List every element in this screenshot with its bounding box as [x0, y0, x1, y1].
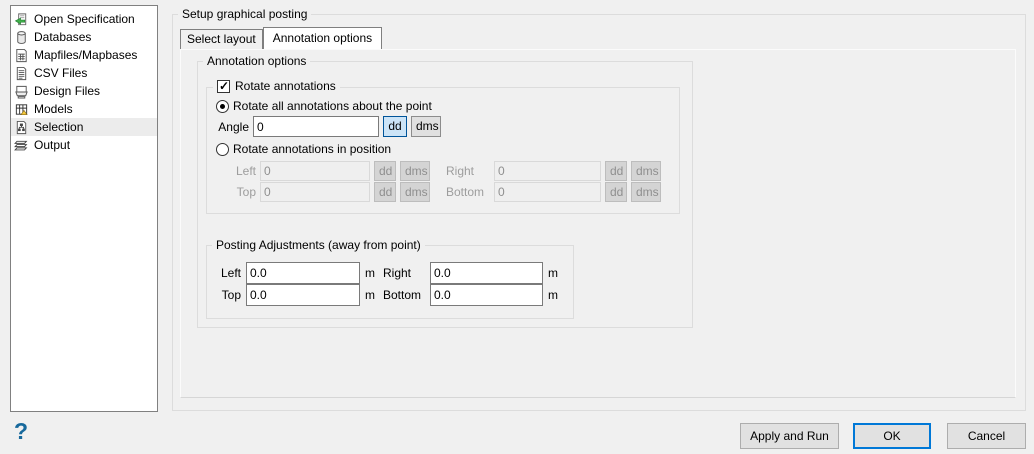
annotation-options-title: Annotation options — [203, 54, 311, 68]
position-right-label: Right — [446, 164, 475, 178]
position-left-label: Left — [235, 164, 256, 178]
position-bottom-label: Bottom — [446, 185, 485, 199]
sidebar-item-label: Models — [34, 102, 73, 116]
posting-top-label: Top — [221, 288, 241, 302]
position-bottom-input[interactable] — [494, 182, 601, 202]
design-files-icon — [14, 84, 29, 99]
sidebar-list: Open Specification Databases Mapfiles/Ma… — [10, 5, 158, 412]
apply-and-run-button[interactable]: Apply and Run — [740, 423, 839, 449]
position-right-dd-button[interactable]: dd — [605, 161, 627, 181]
tab-select-layout[interactable]: Select layout — [180, 29, 263, 49]
position-left-input[interactable] — [260, 161, 370, 181]
posting-left-label: Left — [220, 266, 241, 280]
selection-icon — [14, 120, 29, 135]
position-top-dms-button[interactable]: dms — [400, 182, 430, 202]
sidebar-item-open-specification[interactable]: Open Specification — [11, 10, 157, 28]
position-top-input[interactable] — [260, 182, 370, 202]
position-right-input[interactable] — [494, 161, 601, 181]
posting-left-unit: m — [365, 266, 375, 280]
cancel-button[interactable]: Cancel — [947, 423, 1026, 449]
rotate-annotations-caption: Rotate annotations — [213, 79, 340, 93]
sidebar-item-csv-files[interactable]: CSV Files — [11, 64, 157, 82]
position-top-dd-button[interactable]: dd — [374, 182, 396, 202]
sidebar-item-output[interactable]: Output — [11, 136, 157, 154]
posting-top-input[interactable] — [246, 284, 360, 306]
posting-adjustments-title: Posting Adjustments (away from point) — [212, 238, 425, 252]
sidebar-item-label: Open Specification — [34, 12, 135, 26]
ok-button[interactable]: OK — [853, 423, 931, 449]
sidebar-item-models[interactable]: Models — [11, 100, 157, 118]
sidebar-item-label: Selection — [34, 120, 84, 134]
position-bottom-dd-button[interactable]: dd — [605, 182, 627, 202]
open-specification-icon — [14, 12, 29, 27]
annotation-options-groupbox: Annotation options Rotate annotations Ro… — [197, 54, 693, 328]
position-left-dms-button[interactable]: dms — [400, 161, 430, 181]
rotate-in-position-radio[interactable] — [216, 142, 229, 156]
help-icon[interactable]: ? — [14, 418, 29, 444]
tab-bar: Select layout Annotation options — [180, 27, 383, 49]
sidebar-item-label: Databases — [34, 30, 92, 44]
posting-top-unit: m — [365, 288, 375, 302]
sidebar-item-label: Output — [34, 138, 71, 152]
posting-right-input[interactable] — [430, 262, 543, 284]
posting-row-left-right: Left m Right m — [211, 262, 558, 284]
setup-group-title: Setup graphical posting — [178, 7, 312, 21]
angle-dd-button[interactable]: dd — [383, 116, 407, 137]
posting-bottom-label: Bottom — [383, 288, 422, 302]
database-icon — [14, 30, 29, 45]
tab-annotation-options[interactable]: Annotation options — [262, 27, 383, 49]
position-top-label: Top — [236, 185, 256, 199]
rotate-about-point-label: Rotate all annotations about the point — [233, 99, 432, 113]
posting-left-input[interactable] — [246, 262, 360, 284]
posting-adjustments-groupbox: Posting Adjustments (away from point) Le… — [206, 238, 574, 319]
output-icon — [14, 138, 29, 153]
position-row-left-right: Left dd dms Right dd dms — [216, 161, 661, 181]
rotate-annotations-label: Rotate annotations — [235, 79, 336, 93]
rotate-in-position-row: Rotate annotations in position — [216, 142, 391, 156]
csv-file-icon — [14, 66, 29, 81]
rotate-annotations-frame: Rotate annotations Rotate all annotation… — [206, 79, 680, 214]
posting-row-top-bottom: Top m Bottom m — [211, 284, 558, 306]
models-icon — [14, 102, 29, 117]
angle-input[interactable] — [253, 116, 379, 137]
sidebar-item-label: CSV Files — [34, 66, 88, 80]
position-right-dms-button[interactable]: dms — [631, 161, 661, 181]
sidebar-item-mapfiles[interactable]: Mapfiles/Mapbases — [11, 46, 157, 64]
sidebar-item-label: Design Files — [34, 84, 101, 98]
posting-bottom-input[interactable] — [430, 284, 543, 306]
sidebar-item-design-files[interactable]: Design Files — [11, 82, 157, 100]
position-bottom-dms-button[interactable]: dms — [631, 182, 661, 202]
angle-label: Angle — [218, 119, 249, 134]
annotation-options-tabpage: Annotation options Rotate annotations Ro… — [180, 49, 1016, 398]
setup-graphical-posting-groupbox: Setup graphical posting — [172, 7, 1026, 411]
position-left-dd-button[interactable]: dd — [374, 161, 396, 181]
posting-bottom-unit: m — [548, 288, 558, 302]
rotate-about-point-radio[interactable] — [216, 99, 229, 113]
angle-dms-button[interactable]: dms — [411, 116, 441, 137]
sidebar-item-label: Mapfiles/Mapbases — [34, 48, 138, 62]
posting-right-label: Right — [383, 266, 412, 280]
sidebar-item-selection[interactable]: Selection — [11, 118, 157, 136]
mapfile-icon — [14, 48, 29, 63]
rotate-in-position-label: Rotate annotations in position — [233, 142, 392, 156]
sidebar-item-databases[interactable]: Databases — [11, 28, 157, 46]
position-row-top-bottom: Top dd dms Bottom dd dms — [216, 182, 661, 202]
posting-right-unit: m — [548, 266, 558, 280]
rotate-about-point-row: Rotate all annotations about the point — [216, 99, 432, 113]
rotate-annotations-checkbox[interactable] — [217, 79, 230, 93]
angle-row: Angle dd dms — [216, 116, 441, 137]
